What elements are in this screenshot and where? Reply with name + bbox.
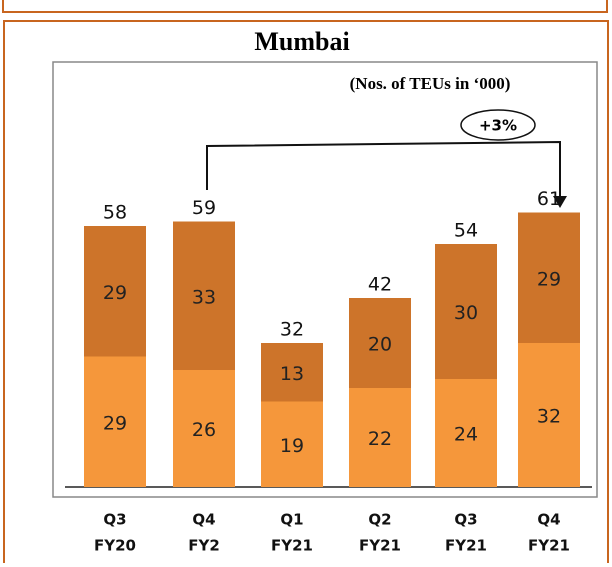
x-tick-label: Q3 — [454, 511, 477, 529]
segment-label: 24 — [454, 424, 478, 446]
bar-segment — [518, 343, 580, 487]
segment-label: 20 — [368, 334, 392, 356]
x-tick-label: FY21 — [359, 537, 401, 555]
total-label: 61 — [537, 188, 561, 210]
bar-segment — [173, 221, 235, 370]
x-tick-label: Q4 — [537, 511, 560, 529]
total-label: 59 — [192, 197, 216, 219]
segment-label: 29 — [103, 282, 127, 304]
x-tick-label: Q3 — [103, 511, 126, 529]
x-tick-label: Q4 — [192, 511, 215, 529]
total-label: 58 — [103, 202, 127, 224]
x-tick-label: Q1 — [280, 511, 303, 529]
total-label: 32 — [280, 319, 304, 341]
chart-title: Mumbai — [254, 27, 349, 56]
growth-ellipse — [460, 109, 536, 141]
plot-frame — [52, 61, 598, 498]
x-tick-label: FY21 — [528, 537, 570, 555]
bar-segment — [349, 298, 411, 388]
bar-segment — [435, 244, 497, 379]
total-label: 54 — [454, 220, 478, 242]
segment-label: 29 — [103, 412, 127, 434]
segment-label: 19 — [280, 435, 304, 457]
x-tick-label: FY21 — [445, 537, 487, 555]
bar-segment — [435, 379, 497, 487]
segment-label: 22 — [368, 428, 392, 450]
growth-bracket — [206, 140, 561, 198]
x-tick-label: FY2 — [188, 537, 220, 555]
segment-label: 26 — [192, 419, 216, 441]
bar-segment — [84, 356, 146, 487]
segment-label: 30 — [454, 302, 478, 324]
bar-segment — [261, 343, 323, 402]
unit-note: (Nos. of TEUs in ‘000) — [350, 74, 511, 93]
segment-label: 13 — [280, 363, 304, 385]
x-tick-label: FY20 — [94, 537, 136, 555]
bar-segment — [349, 388, 411, 487]
top-frame — [2, 0, 608, 13]
x-tick-label: Q2 — [368, 511, 391, 529]
bar-segment — [173, 370, 235, 487]
segment-label: 29 — [537, 268, 561, 290]
segment-label: 32 — [537, 406, 561, 428]
bar-segment — [518, 212, 580, 343]
segment-label: 33 — [192, 286, 216, 308]
growth-arrow — [553, 196, 567, 208]
outer-frame — [3, 20, 609, 567]
growth-label: +3% — [479, 117, 517, 135]
bar-segment — [84, 226, 146, 357]
bar-segment — [261, 401, 323, 487]
x-tick-label: FY21 — [271, 537, 313, 555]
total-label: 42 — [368, 274, 392, 296]
